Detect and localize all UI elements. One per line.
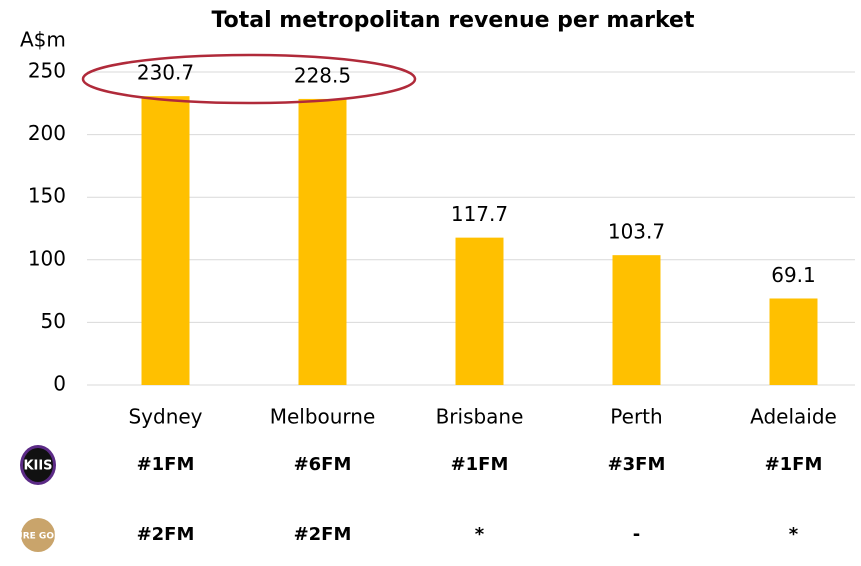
- ranking: *: [475, 524, 485, 545]
- y-tick-label: 50: [41, 309, 66, 333]
- ranking: #3FM: [608, 454, 666, 475]
- y-axis-label: A$m: [20, 28, 66, 52]
- bar: [769, 298, 818, 385]
- value-label: 117.7: [451, 202, 508, 226]
- ranking: #1FM: [765, 454, 823, 475]
- x-tick-label: Brisbane: [436, 405, 524, 429]
- bar: [455, 237, 504, 385]
- ranking: *: [789, 524, 799, 545]
- bar: [298, 98, 347, 385]
- value-label: 69.1: [771, 263, 816, 287]
- y-tick-label: 150: [28, 184, 66, 208]
- chart-title: Total metropolitan revenue per market: [212, 8, 695, 33]
- x-tick-label: Melbourne: [270, 405, 376, 429]
- ranking: #1FM: [137, 454, 195, 475]
- highlight-ellipse: [81, 53, 417, 105]
- ranking: #6FM: [294, 454, 352, 475]
- ranking: #2FM: [294, 524, 352, 545]
- x-tick-label: Perth: [610, 405, 662, 429]
- y-tick-label: 250: [28, 59, 66, 83]
- value-label: 228.5: [294, 63, 351, 87]
- x-tick-label: Sydney: [128, 405, 202, 429]
- logo-body: [21, 518, 55, 552]
- kiis-logo: KIIS: [20, 445, 56, 485]
- value-label: 230.7: [137, 61, 194, 85]
- pure-gold-logo: PURE GOLD: [9, 518, 67, 552]
- ranking: -: [633, 524, 640, 545]
- bar: [141, 96, 190, 385]
- ranking: #1FM: [451, 454, 509, 475]
- value-label: 103.7: [608, 220, 665, 244]
- logo-body: [23, 448, 53, 482]
- y-tick-label: 0: [53, 372, 66, 396]
- y-tick-label: 200: [28, 121, 66, 145]
- x-tick-label: Adelaide: [750, 405, 837, 429]
- bar: [612, 255, 661, 385]
- ranking: #2FM: [137, 524, 195, 545]
- logo-text: KIIS: [23, 459, 52, 474]
- logo-text: PURE GOLD: [9, 532, 67, 542]
- y-tick-label: 100: [28, 246, 66, 270]
